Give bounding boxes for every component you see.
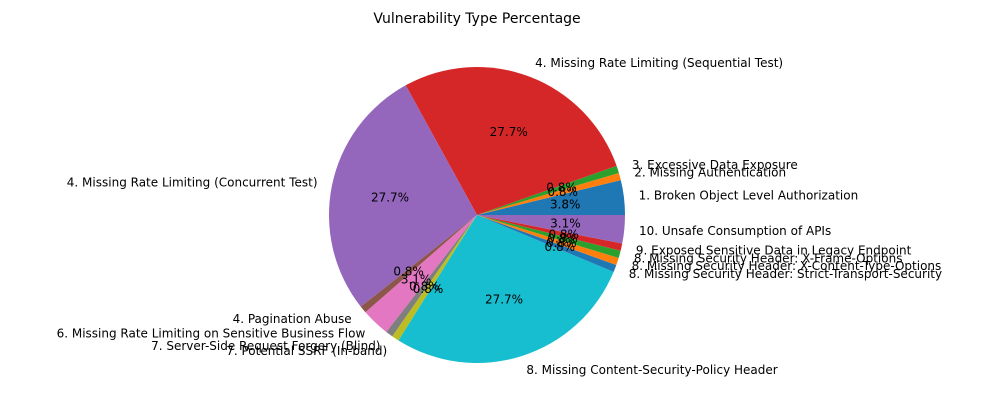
pie-slice (365, 215, 477, 332)
pie-slice (405, 66, 617, 215)
pie-slice (328, 85, 477, 307)
pie-slice (477, 215, 621, 258)
slice-category-label: 4. Missing Rate Limiting (Sequential Tes… (535, 56, 783, 70)
slice-labels: 1. Broken Object Level Authorization 2. M… (57, 56, 943, 377)
slice-percent-label: 0.8% (413, 282, 444, 296)
pie-slice (392, 215, 477, 341)
slice-category-label: 7. Server-Side Request Forgery (Blind) (151, 339, 380, 353)
slice-category-label: 4. Missing Rate Limiting (Concurrent Tes… (67, 176, 318, 190)
pie-slice (477, 215, 619, 265)
slice-percent-label: 3.1% (401, 273, 432, 287)
slice-category-label: 6. Missing Rate Limiting on Sensitive Bu… (57, 326, 366, 340)
pie-slices (328, 66, 625, 363)
slice-category-label: 1. Broken Object Level Authorization (639, 189, 859, 203)
pie-slice (398, 215, 614, 363)
slice-category-label: 8. Missing Security Header: X-Frame-Opti… (634, 251, 903, 265)
slice-percent-label: 3.8% (550, 198, 581, 212)
percent-labels: 3.8%0.8%0.8%27.7%27.7%0.8%3.1%0.8%0.8%27… (371, 125, 581, 307)
slice-percent-label: 0.8% (547, 232, 578, 246)
slice-percent-label: 3.1% (550, 217, 581, 231)
slice-category-label: 8. Missing Security Header: X-Content-Ty… (632, 259, 942, 273)
slice-category-label: 3. Excessive Data Exposure (632, 158, 798, 172)
slice-percent-label: 0.8% (547, 185, 578, 199)
slice-percent-label: 0.8% (545, 240, 576, 254)
pie-slice (477, 180, 625, 215)
pie-slice (477, 172, 621, 215)
pie-slice (360, 215, 477, 313)
slice-category-label: 10. Unsafe Consumption of APIs (639, 224, 831, 238)
pie-slice (477, 165, 619, 215)
slice-percent-label: 27.7% (485, 293, 523, 307)
pie-slice (386, 215, 477, 337)
slice-percent-label: 27.7% (490, 125, 528, 139)
pie-slice (477, 215, 617, 272)
chart-title: Vulnerability Type Percentage (373, 11, 580, 27)
slice-percent-label: 0.8% (393, 265, 424, 279)
slice-category-label: 8. Missing Content-Security-Policy Heade… (526, 363, 777, 377)
slice-category-label: 8. Missing Security Header: Strict-Trans… (629, 267, 942, 281)
slice-category-label: 7. Potential SSRF (In-band) (226, 344, 387, 358)
slice-percent-label: 27.7% (371, 190, 409, 204)
pie-slice (477, 215, 623, 251)
slice-category-label: 4. Pagination Abuse (233, 312, 352, 326)
slice-category-label: 2. Missing Authentication (634, 166, 786, 180)
pie-slice (477, 215, 625, 244)
slice-percent-label: 0.8% (546, 181, 577, 195)
slice-category-label: 9. Exposed Sensitive Data in Legacy Endp… (636, 243, 912, 257)
slice-percent-label: 0.8% (409, 280, 440, 294)
slice-percent-label: 0.8% (546, 236, 577, 250)
slice-percent-label: 0.8% (548, 227, 579, 241)
